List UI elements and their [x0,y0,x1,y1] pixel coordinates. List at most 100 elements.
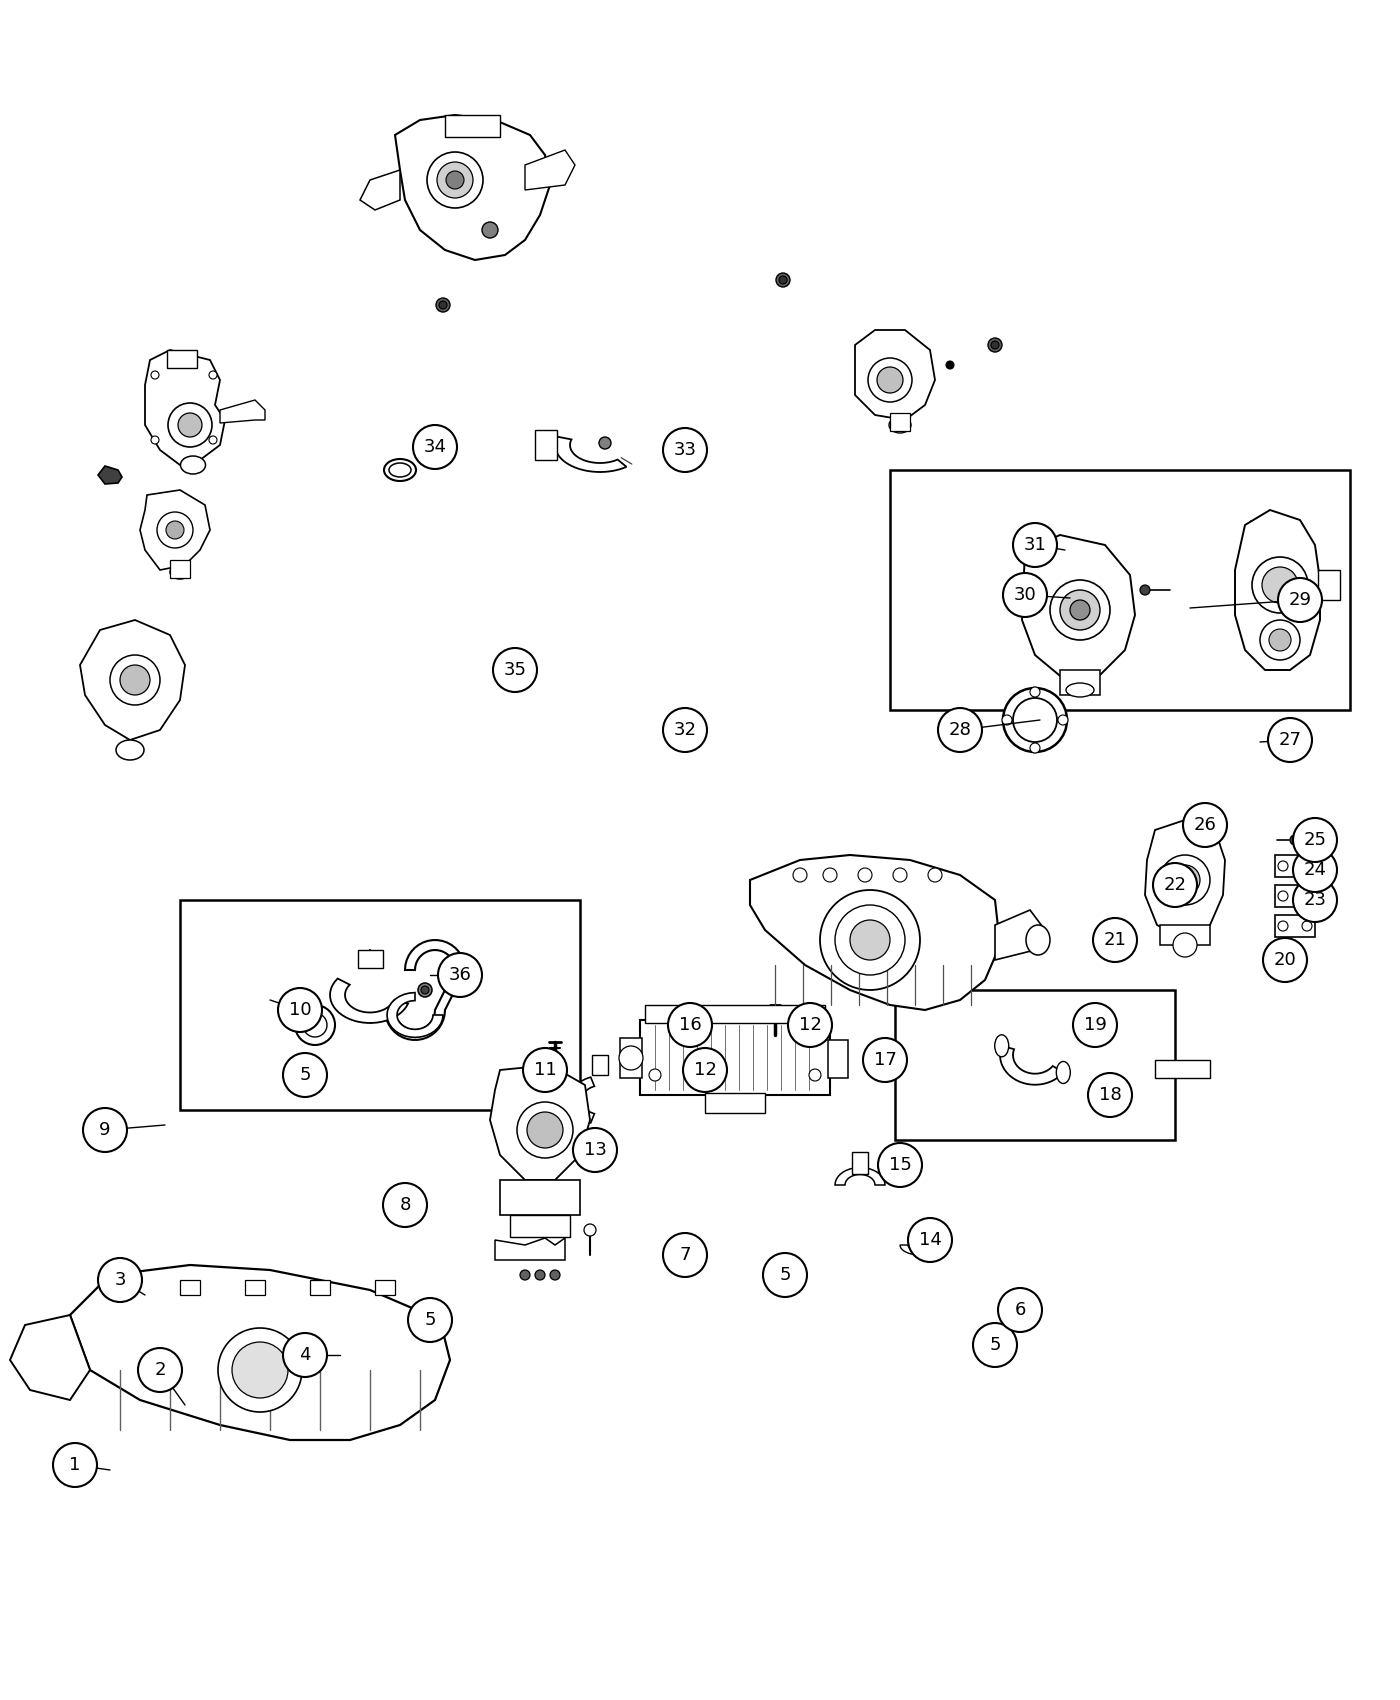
Circle shape [1183,802,1226,847]
Circle shape [809,1069,820,1081]
Circle shape [218,1328,302,1413]
Circle shape [763,1253,806,1297]
Polygon shape [496,1238,566,1260]
Circle shape [526,1112,563,1148]
Polygon shape [490,1064,589,1180]
Circle shape [893,869,907,882]
Bar [827,1040,848,1078]
Circle shape [1295,865,1305,876]
Ellipse shape [1065,683,1093,697]
Circle shape [1154,864,1197,908]
Circle shape [1289,835,1301,845]
Text: 26: 26 [1194,816,1217,835]
Ellipse shape [389,462,412,478]
Circle shape [524,1047,567,1091]
Circle shape [1252,558,1308,614]
Circle shape [778,275,787,284]
Text: 28: 28 [949,721,972,740]
Text: 6: 6 [1015,1300,1026,1319]
Bar [895,989,1175,1141]
Bar [245,1280,265,1295]
Bar [890,469,1350,711]
Polygon shape [395,116,550,260]
Ellipse shape [995,1035,1009,1057]
Circle shape [167,520,183,539]
Text: 12: 12 [693,1061,717,1080]
Text: 22: 22 [1163,876,1187,894]
Polygon shape [570,1078,595,1122]
Text: 7: 7 [679,1246,690,1265]
Circle shape [573,1129,617,1171]
Circle shape [1294,877,1337,921]
Circle shape [1002,688,1067,751]
Ellipse shape [1057,1061,1071,1083]
Circle shape [1268,629,1291,651]
Circle shape [300,1068,314,1081]
Bar [181,1280,200,1295]
Polygon shape [360,170,400,211]
Text: 8: 8 [399,1197,410,1214]
Circle shape [168,403,211,447]
Bar [1161,925,1210,945]
Text: 5: 5 [780,1266,791,1284]
Bar [500,1180,580,1216]
Bar [706,1093,764,1114]
Polygon shape [330,979,407,1023]
Text: 34: 34 [423,439,447,456]
Polygon shape [220,400,265,423]
Text: 23: 23 [1303,891,1327,910]
Circle shape [295,1005,335,1046]
Circle shape [668,1003,713,1047]
Circle shape [178,413,202,437]
Polygon shape [386,993,442,1037]
Text: 30: 30 [1014,586,1036,604]
Circle shape [868,359,911,401]
Circle shape [664,428,707,473]
Text: 36: 36 [448,966,472,984]
Circle shape [517,1102,573,1158]
Circle shape [776,274,790,287]
Circle shape [438,954,482,996]
Circle shape [862,1039,907,1081]
Circle shape [619,1046,643,1069]
Circle shape [120,665,150,695]
Polygon shape [70,1265,449,1440]
Polygon shape [554,437,626,473]
Circle shape [157,512,193,547]
Circle shape [283,1052,328,1096]
Circle shape [973,1323,1016,1367]
Circle shape [664,1232,707,1277]
Circle shape [1072,1003,1117,1047]
Bar [592,1056,608,1074]
Ellipse shape [169,564,190,580]
Ellipse shape [384,459,416,481]
Circle shape [788,1003,832,1047]
Circle shape [279,988,322,1032]
Circle shape [407,1299,452,1341]
Bar [169,559,190,578]
Text: 4: 4 [300,1346,311,1363]
Circle shape [1278,578,1322,622]
Circle shape [1268,717,1312,762]
Circle shape [1170,865,1200,894]
Circle shape [98,1258,141,1302]
Circle shape [650,1069,661,1081]
Text: 15: 15 [889,1156,911,1175]
Circle shape [440,301,447,309]
Bar [645,1005,825,1023]
Text: 9: 9 [99,1120,111,1139]
Circle shape [447,172,463,189]
Circle shape [683,1047,727,1091]
Circle shape [1161,855,1210,904]
Polygon shape [1000,1046,1064,1085]
Circle shape [1294,818,1337,862]
Circle shape [858,869,872,882]
Circle shape [302,1013,328,1037]
Circle shape [1058,716,1068,724]
Text: 24: 24 [1303,860,1327,879]
Circle shape [1140,585,1149,595]
Circle shape [232,1341,288,1397]
Polygon shape [995,910,1044,960]
Bar [358,950,384,967]
Circle shape [1261,568,1298,604]
